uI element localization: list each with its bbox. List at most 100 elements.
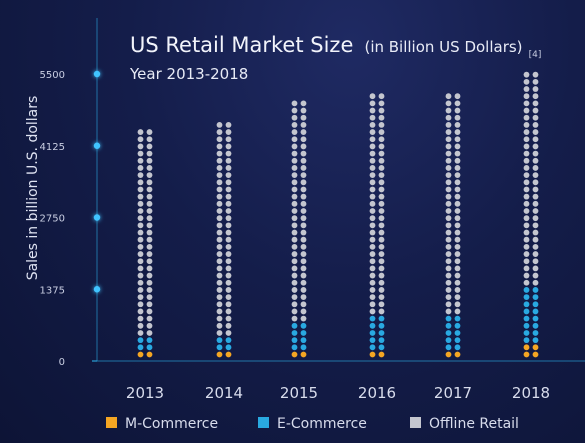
data-dot-offline-retail (378, 222, 385, 229)
data-dot-offline-retail (445, 157, 452, 164)
data-dot-offline-retail (454, 272, 461, 279)
data-dot-e-commerce (445, 330, 452, 336)
data-dot-offline-retail (523, 78, 530, 85)
data-dot-offline-retail (225, 136, 232, 143)
data-dot-offline-retail (378, 215, 385, 222)
data-dot-offline-retail (137, 279, 144, 286)
data-dot-offline-retail (532, 258, 539, 265)
data-dot-offline-retail (225, 186, 232, 193)
data-dot-offline-retail (146, 172, 153, 179)
data-dot-offline-retail (137, 236, 144, 243)
data-dot-offline-retail (532, 222, 539, 229)
data-dot-offline-retail (216, 136, 223, 143)
data-dot-offline-retail (216, 287, 223, 293)
data-dot-offline-retail (532, 71, 539, 78)
data-dot-offline-retail (291, 114, 298, 121)
data-dot-m-commerce (445, 351, 452, 358)
x-tick-label: 2014 (205, 384, 243, 402)
data-dot-offline-retail (146, 236, 153, 243)
data-dot-offline-retail (225, 287, 232, 293)
data-dot-offline-retail (532, 122, 539, 128)
data-dot-offline-retail (369, 251, 376, 257)
data-dot-offline-retail (225, 179, 232, 186)
data-dot-offline-retail (300, 172, 307, 179)
data-dot-offline-retail (216, 222, 223, 229)
data-dot-offline-retail (225, 265, 232, 272)
data-dot-offline-retail (523, 265, 530, 272)
data-dot-e-commerce (454, 337, 461, 344)
data-dot-offline-retail (523, 150, 530, 157)
data-dot-offline-retail (445, 129, 452, 135)
dot-columns (137, 71, 539, 358)
data-dot-offline-retail (300, 150, 307, 157)
x-tick-label: 2015 (280, 384, 318, 402)
data-dot-e-commerce (369, 330, 376, 336)
data-dot-offline-retail (146, 208, 153, 214)
data-dot-offline-retail (137, 222, 144, 229)
data-dot-offline-retail (291, 193, 298, 200)
data-dot-offline-retail (532, 172, 539, 179)
data-dot-offline-retail (523, 243, 530, 250)
data-dot-offline-retail (532, 150, 539, 157)
y-tick-label: 1375 (40, 285, 65, 296)
data-dot-offline-retail (137, 308, 144, 315)
data-dot-offline-retail (523, 129, 530, 135)
data-dot-offline-retail (378, 150, 385, 157)
data-dot-offline-retail (378, 193, 385, 200)
x-ticks: 2013 2014 2015 2016 2017 2018 (126, 384, 550, 402)
data-dot-offline-retail (454, 229, 461, 236)
data-dot-offline-retail (454, 172, 461, 179)
legend-swatch (258, 417, 269, 428)
data-dot-offline-retail (454, 136, 461, 143)
data-dot-offline-retail (216, 172, 223, 179)
data-dot-offline-retail (523, 136, 530, 143)
data-dot-offline-retail (300, 258, 307, 265)
data-dot-e-commerce (378, 330, 385, 336)
y-axis-label: Sales in billion U.S. dollars (25, 96, 41, 281)
data-dot-offline-retail (216, 243, 223, 250)
data-dot-e-commerce (454, 322, 461, 329)
data-dot-offline-retail (137, 136, 144, 143)
data-dot-offline-retail (523, 179, 530, 186)
data-dot-offline-retail (369, 215, 376, 222)
data-dot-offline-retail (369, 122, 376, 128)
data-dot-e-commerce (378, 322, 385, 329)
data-dot-e-commerce (445, 322, 452, 329)
data-dot-offline-retail (378, 236, 385, 243)
data-dot-offline-retail (532, 165, 539, 171)
data-dot-e-commerce (300, 322, 307, 329)
data-dot-offline-retail (216, 279, 223, 286)
data-dot-offline-retail (291, 308, 298, 315)
data-dot-offline-retail (445, 186, 452, 193)
data-dot-m-commerce (146, 351, 153, 358)
data-dot-offline-retail (146, 301, 153, 308)
data-dot-offline-retail (369, 143, 376, 150)
data-dot-offline-retail (300, 107, 307, 114)
data-dot-offline-retail (146, 308, 153, 315)
data-dot-m-commerce (532, 344, 539, 351)
legend-swatch (410, 417, 421, 428)
data-dot-offline-retail (291, 294, 298, 300)
data-dot-offline-retail (225, 193, 232, 200)
data-dot-offline-retail (378, 294, 385, 300)
data-dot-offline-retail (300, 222, 307, 229)
legend-label: Offline Retail (429, 416, 519, 432)
data-dot-offline-retail (300, 143, 307, 150)
data-dot-offline-retail (369, 114, 376, 121)
y-tick-label: 5500 (40, 70, 65, 81)
data-dot-offline-retail (291, 165, 298, 171)
y-tick-label: 4125 (40, 142, 65, 153)
data-dot-offline-retail (300, 114, 307, 121)
data-dot-offline-retail (378, 251, 385, 257)
data-dot-offline-retail (146, 222, 153, 229)
data-dot-offline-retail (454, 243, 461, 250)
data-dot-offline-retail (523, 165, 530, 171)
data-dot-offline-retail (523, 279, 530, 286)
data-dot-offline-retail (291, 136, 298, 143)
data-dot-e-commerce (532, 287, 539, 293)
data-dot-offline-retail (523, 100, 530, 107)
data-dot-e-commerce (378, 315, 385, 322)
data-dot-offline-retail (523, 215, 530, 222)
data-dot-offline-retail (300, 229, 307, 236)
data-dot-offline-retail (445, 150, 452, 157)
